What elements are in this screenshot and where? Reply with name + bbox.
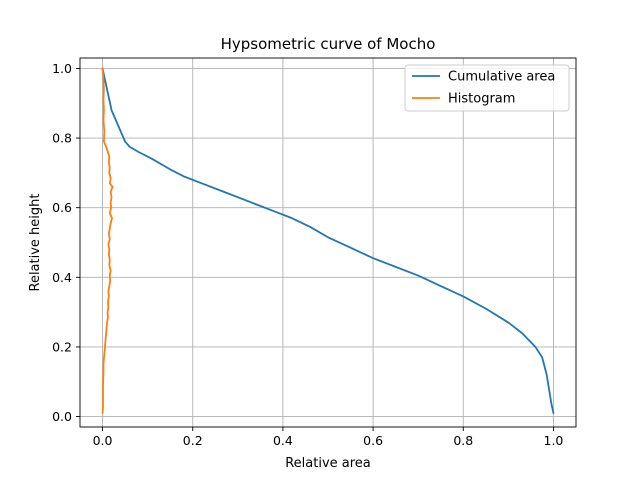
tick-layer: 0.0 0.2 0.4 0.6 0.8 1.0 0.0 0.2 0.4 0.6 0.8 1.0 bbox=[52, 61, 563, 448]
grid-layer bbox=[80, 58, 576, 427]
x-tick-label: 1.0 bbox=[544, 433, 564, 448]
y-axis-label: Relative height bbox=[28, 194, 43, 292]
x-tick-label: 0.8 bbox=[453, 433, 473, 448]
legend-box bbox=[404, 64, 570, 112]
chart-title: Hypsometric curve of Mocho bbox=[221, 35, 436, 53]
y-tick-label: 0.2 bbox=[52, 339, 72, 354]
x-tick-label: 0.6 bbox=[363, 433, 383, 448]
y-tick-label: 0.6 bbox=[52, 200, 72, 215]
series-line-histogram bbox=[101, 67, 114, 414]
y-tick-label: 0.4 bbox=[52, 270, 72, 285]
legend-label-cumulative-area: Cumulative area bbox=[448, 70, 555, 85]
x-tick-label: 0.4 bbox=[273, 433, 293, 448]
x-axis-label: Relative area bbox=[285, 456, 371, 471]
plot-frame bbox=[79, 57, 577, 428]
legend: Cumulative area Histogram bbox=[404, 64, 570, 112]
x-tick-label: 0.2 bbox=[183, 433, 203, 448]
series-layer bbox=[101, 67, 555, 414]
series-line-cumulative-area bbox=[101, 67, 555, 414]
y-tick-label: 0.0 bbox=[52, 409, 72, 424]
legend-label-histogram: Histogram bbox=[448, 92, 515, 107]
y-tick-label: 1.0 bbox=[52, 61, 72, 76]
x-tick-label: 0.0 bbox=[93, 433, 113, 448]
y-tick-label: 0.8 bbox=[52, 131, 72, 146]
